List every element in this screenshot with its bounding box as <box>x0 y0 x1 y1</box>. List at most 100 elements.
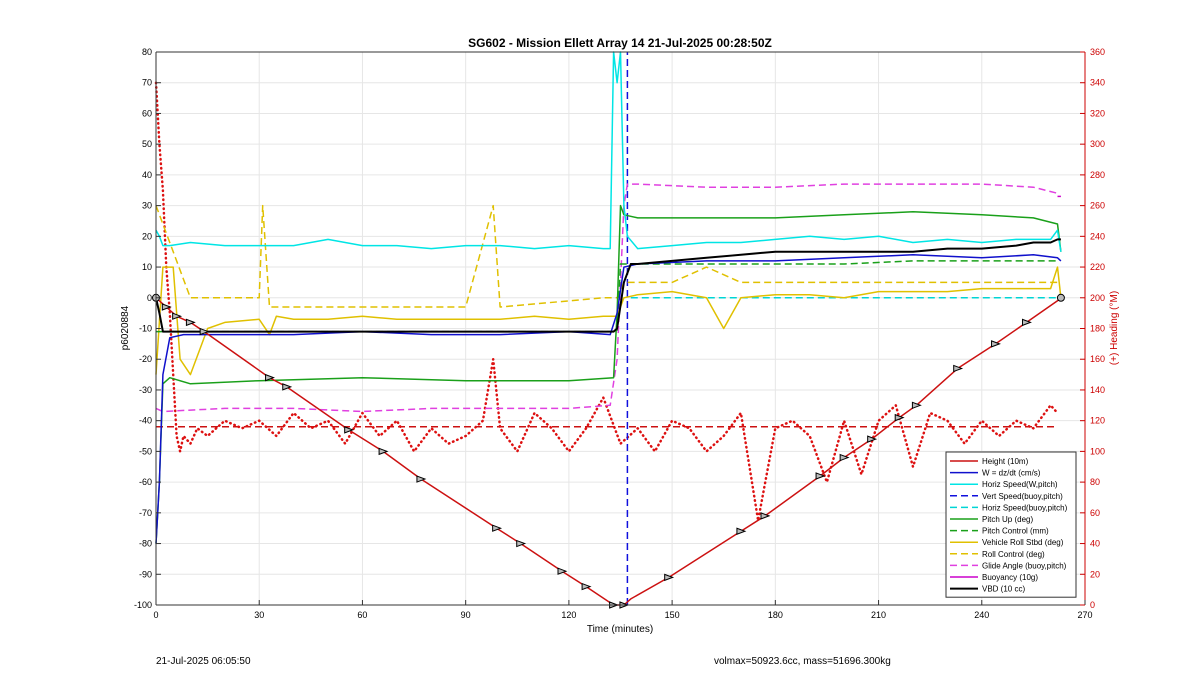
height-marker <box>911 401 922 410</box>
y-tick-label: -10 <box>139 324 152 334</box>
y-tick-label: 70 <box>142 78 152 88</box>
y-tick-label: 30 <box>142 201 152 211</box>
height-marker <box>199 327 210 336</box>
height-marker <box>265 373 275 382</box>
height-marker <box>953 364 964 373</box>
legend-entry: Horiz Speed(buoy,pitch) <box>982 503 1068 512</box>
legend-entry: Pitch Control (mm) <box>982 527 1049 536</box>
y2-tick-label: 200 <box>1090 293 1105 303</box>
x-tick-label: 30 <box>254 610 264 620</box>
x-tick-label: 90 <box>461 610 471 620</box>
x-tick-label: 150 <box>665 610 680 620</box>
y-tick-label: -70 <box>139 508 152 518</box>
y2-tick-label: 160 <box>1090 354 1105 364</box>
legend-entry: VBD (10 cc) <box>982 585 1025 594</box>
x-tick-label: 240 <box>974 610 989 620</box>
legend: Height (10m) W = dz/dt (cm/s) Horiz Speed(… <box>945 451 1077 598</box>
x-tick-label: 120 <box>561 610 576 620</box>
series-roll-control-deg <box>155 204 1058 308</box>
series-w-dz-dt-cm-s <box>155 254 1062 544</box>
y2-tick-label: 340 <box>1090 78 1105 88</box>
height-marker <box>1022 318 1032 327</box>
y-tick-label: 50 <box>142 139 152 149</box>
legend-box <box>945 451 1077 598</box>
x-tick-label: 60 <box>357 610 367 620</box>
y2-tick-label: 60 <box>1090 508 1100 518</box>
y-tick-label: 10 <box>142 262 152 272</box>
y2-tick-label: 120 <box>1090 416 1105 426</box>
height-marker <box>991 340 1001 348</box>
x-axis-label: Time (minutes) <box>587 624 653 635</box>
x-tick-label: 180 <box>768 610 783 620</box>
legend-entry: Vehicle Roll Stbd (deg) <box>982 538 1064 547</box>
y-tick-label: -50 <box>139 446 152 456</box>
legend-entry: Buoyancy (10g) <box>982 573 1038 582</box>
legend-entry: Horiz Speed(W,pitch) <box>982 480 1058 489</box>
height-marker <box>867 435 878 443</box>
height-marker <box>185 318 196 327</box>
y-tick-label: -90 <box>139 569 152 579</box>
series-glide-angle-buoy-pitch <box>155 183 1058 413</box>
height-marker <box>839 453 850 462</box>
height-marker <box>664 573 675 582</box>
y2-tick-label: 20 <box>1090 569 1100 579</box>
y2-tick-label: 360 <box>1090 47 1105 57</box>
footer-volmax-mass: volmax=50923.6cc, mass=51696.300kg <box>714 656 891 667</box>
y2-tick-label: 300 <box>1090 139 1105 149</box>
series-horiz-speed-w-pitch <box>155 51 1062 252</box>
y-tick-label: -80 <box>139 539 152 549</box>
y2-tick-label: 220 <box>1090 262 1105 272</box>
y-axis-label: p6020884 <box>120 305 131 350</box>
height-marker <box>557 567 568 575</box>
height-marker <box>492 524 503 532</box>
y2-tick-label: 240 <box>1090 231 1105 241</box>
y-tick-label: -40 <box>139 416 152 426</box>
legend-entry: Roll Control (deg) <box>982 550 1045 559</box>
y2-tick-label: 140 <box>1090 385 1105 395</box>
y2-tick-label: 280 <box>1090 170 1105 180</box>
axes: 0 30 60 90 120 150 180 210 240 270-100-90-80-70-6… <box>134 47 1105 620</box>
height-marker <box>815 472 826 480</box>
height-marker <box>378 447 389 456</box>
y-tick-label: -20 <box>139 354 152 364</box>
y2-tick-label: 0 <box>1090 600 1095 610</box>
x-tick-label: 210 <box>871 610 886 620</box>
x-tick-label: 0 <box>153 610 158 620</box>
y-tick-label: -100 <box>134 600 152 610</box>
y2-tick-label: 320 <box>1090 108 1105 118</box>
series-pitch-up-deg <box>155 204 1062 544</box>
height-endpoint-marker <box>1056 293 1065 302</box>
y-tick-label: 60 <box>142 108 152 118</box>
legend-entry: Vert Speed(buoy,pitch) <box>982 492 1063 501</box>
height-marker <box>516 539 527 548</box>
series-vehicle-roll-stbd-deg <box>155 266 1062 376</box>
y2-tick-label: 260 <box>1090 201 1105 211</box>
y2-tick-label: 180 <box>1090 324 1105 334</box>
y-tick-label: 20 <box>142 231 152 241</box>
height-marker <box>581 582 592 591</box>
legend-entry: W = dz/dt (cm/s) <box>982 469 1041 478</box>
height-marker <box>282 383 293 391</box>
y2-tick-label: 40 <box>1090 539 1100 549</box>
height-marker <box>172 312 183 320</box>
x-tick-label: 270 <box>1077 610 1092 620</box>
series-vbd-10-cc <box>155 238 1061 333</box>
y-tick-label: -30 <box>139 385 152 395</box>
footer-timestamp: 21-Jul-2025 06:05:50 <box>156 656 251 667</box>
chart-title: SG602 - Mission Ellett Array 14 21-Jul-2… <box>468 36 772 50</box>
series-lines <box>154 51 1062 606</box>
height-marker <box>161 303 172 311</box>
y2-tick-label: 80 <box>1090 477 1100 487</box>
height-marker <box>760 512 771 520</box>
height-marker <box>344 426 355 434</box>
height-marker <box>894 413 905 422</box>
series-heading <box>154 81 1059 522</box>
y-tick-label: -60 <box>139 477 152 487</box>
y-tick-label: 40 <box>142 170 152 180</box>
y2-tick-label: 100 <box>1090 446 1105 456</box>
legend-entry: Height (10m) <box>982 457 1029 466</box>
height-markers <box>152 293 1065 609</box>
legend-entry: Pitch Up (deg) <box>982 515 1033 524</box>
legend-entry: Glide Angle (buoy,pitch) <box>982 561 1067 570</box>
